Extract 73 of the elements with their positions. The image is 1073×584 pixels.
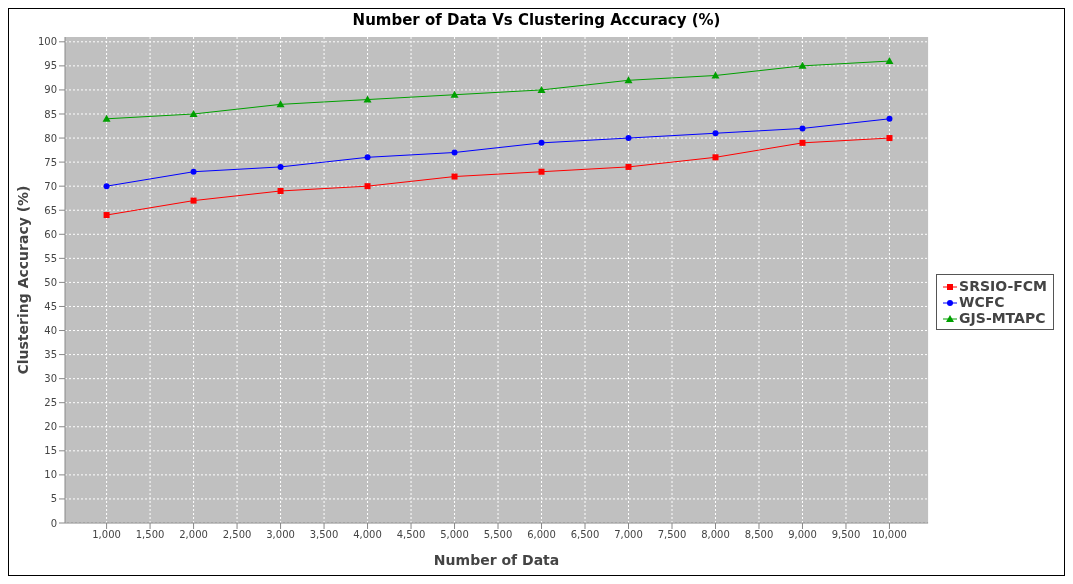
- x-tick-label: 2,000: [179, 529, 208, 541]
- y-tick-label: 70: [44, 180, 57, 192]
- point: [364, 154, 371, 161]
- point: [450, 90, 459, 98]
- x-tick-label: 6,000: [527, 529, 556, 541]
- y-axis-title: Clustering Accuracy (%): [14, 185, 31, 375]
- point: [102, 114, 111, 122]
- point: [451, 149, 458, 156]
- x-tick-label: 8,500: [744, 529, 774, 541]
- y-tick-label: 0: [50, 517, 57, 529]
- point: [886, 135, 893, 142]
- x-tick-label: 2,500: [222, 529, 252, 541]
- point: [363, 95, 372, 103]
- point: [712, 154, 719, 161]
- point: [189, 109, 198, 117]
- chart-title: Number of Data Vs Clustering Accuracy (%): [351, 10, 722, 31]
- y-tick-label: 90: [44, 84, 57, 96]
- point: [799, 125, 806, 132]
- y-tick-label: 35: [44, 349, 57, 361]
- y-tick-label: 45: [44, 301, 57, 313]
- point: [190, 168, 197, 175]
- point: [538, 139, 545, 146]
- x-tick-label: 10,000: [871, 529, 907, 541]
- y-tick-label: 85: [44, 108, 57, 120]
- x-tick-label: 3,000: [266, 529, 295, 541]
- legend-label: GJS-MTAPC: [958, 310, 1047, 326]
- x-tick-label: 5,500: [483, 529, 513, 541]
- y-tick-label: 30: [44, 373, 57, 385]
- x-tick-label: 6,500: [570, 529, 600, 541]
- point: [625, 135, 632, 142]
- y-tick-label: 15: [44, 445, 57, 457]
- point: [537, 85, 546, 93]
- point: [103, 212, 110, 219]
- x-axis-title: Number of Data: [433, 552, 560, 568]
- point: [799, 139, 806, 146]
- point: [885, 57, 894, 65]
- point: [277, 187, 284, 194]
- point: [103, 183, 110, 190]
- y-tick-label: 100: [37, 36, 57, 48]
- y-tick-label: 25: [44, 397, 57, 409]
- y-tick-label: 20: [44, 421, 57, 433]
- y-tick-label: 40: [44, 325, 57, 337]
- point: [277, 163, 284, 170]
- point: [451, 173, 458, 180]
- y-tick-label: 5: [50, 493, 57, 505]
- point: [798, 61, 807, 69]
- point: [625, 163, 632, 170]
- x-tick-label: 9,500: [831, 529, 861, 541]
- x-tick-label: 3,500: [309, 529, 339, 541]
- x-tick-label: 1,500: [135, 529, 165, 541]
- point: [190, 197, 197, 204]
- y-tick-label: 55: [44, 252, 57, 264]
- x-tick-label: 8,000: [701, 529, 730, 541]
- y-tick-label: 50: [44, 276, 57, 288]
- x-tick-label: 1,000: [92, 529, 121, 541]
- x-tick-label: 9,000: [788, 529, 817, 541]
- y-tick-label: 75: [44, 156, 57, 168]
- y-tick-label: 60: [44, 228, 57, 240]
- x-tick-label: 4,500: [396, 529, 426, 541]
- legend-label: WCFC: [958, 294, 1006, 310]
- point: [538, 168, 545, 175]
- y-tick-label: 80: [44, 132, 57, 144]
- x-tick-label: 4,000: [353, 529, 382, 541]
- x-tick-label: 5,000: [440, 529, 469, 541]
- point: [886, 115, 893, 122]
- legend-label: SRSIO-FCM: [958, 278, 1047, 294]
- y-tick-label: 95: [44, 60, 57, 72]
- y-tick-label: 65: [44, 204, 57, 216]
- x-tick-label: 7,500: [657, 529, 687, 541]
- x-tick-label: 7,000: [614, 529, 643, 541]
- point: [712, 130, 719, 137]
- point: [364, 183, 371, 190]
- y-tick-label: 10: [44, 469, 57, 481]
